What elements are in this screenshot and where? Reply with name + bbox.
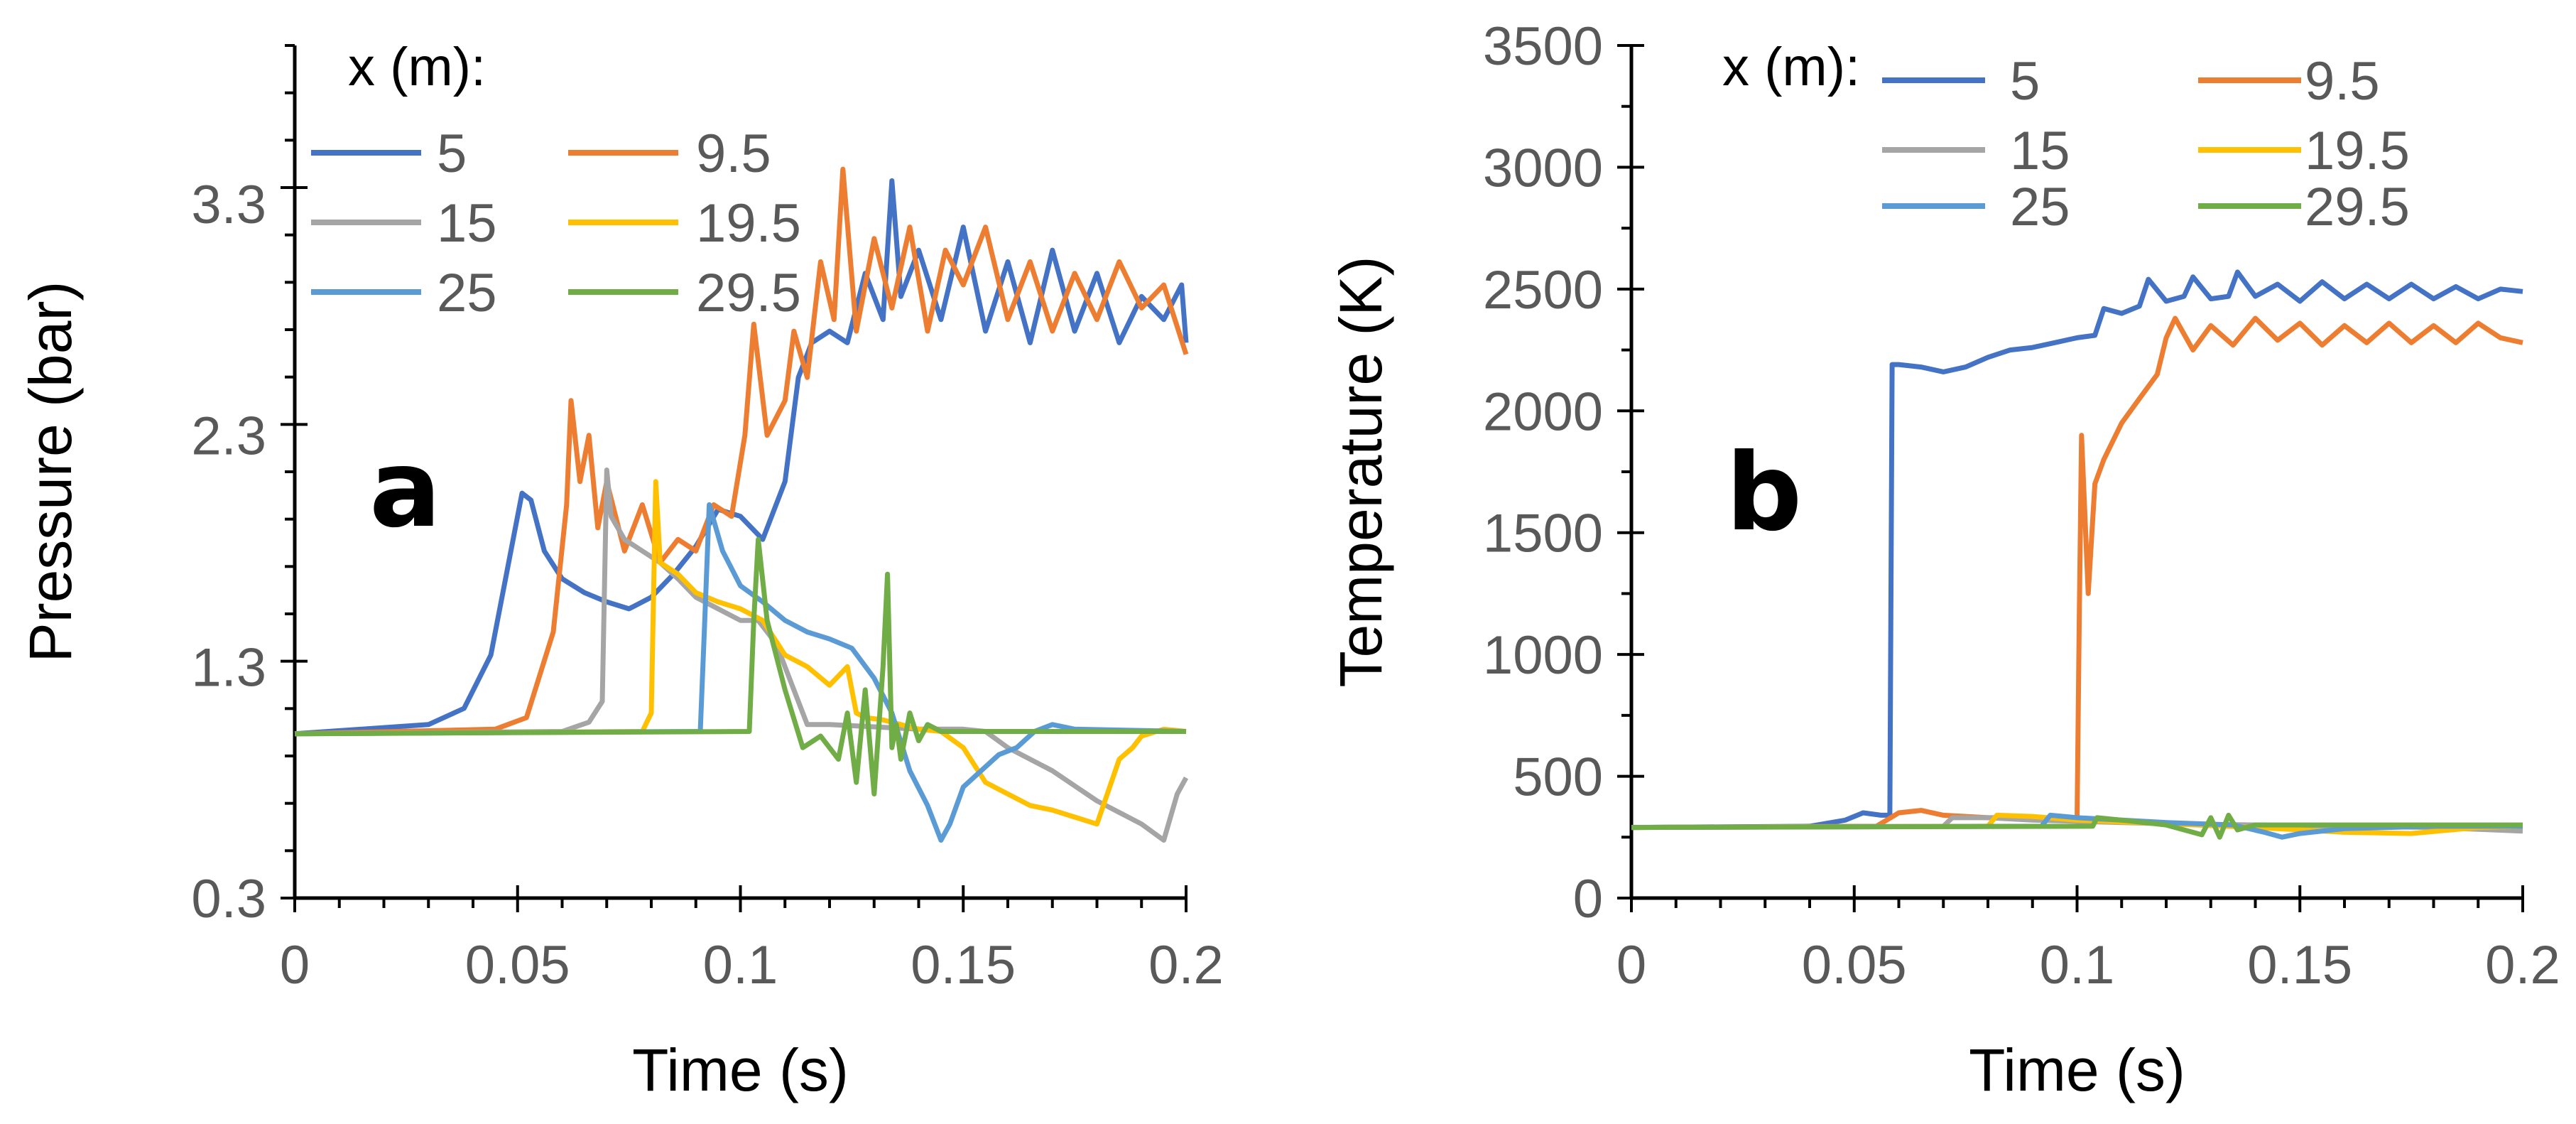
legend-entry-label: 15: [437, 193, 497, 254]
x-axis-title: Time (s): [1969, 1037, 2185, 1103]
y-tick-label: 3.3: [191, 175, 266, 235]
y-tick-label: 2500: [1483, 260, 1603, 320]
y-tick-label: 0.3: [191, 869, 266, 929]
legend-entry-label: 19.5: [2305, 121, 2410, 181]
x-tick-label: 0.1: [2040, 935, 2115, 995]
legend-title: x (m):: [348, 37, 486, 97]
legend-entry-label: 25: [437, 263, 497, 323]
legend-entry-label: 19.5: [696, 193, 801, 254]
y-tick-label: 2.3: [191, 406, 266, 467]
y-tick-label: 3000: [1483, 138, 1603, 198]
chart-panel-a: 0 0.05 0.1 0.15 0.2 0.3 1.3 2.3 3.3 Time (s) Press…: [17, 37, 1224, 1103]
y-tick-label: 0: [1573, 869, 1603, 929]
legend-entry-label: 25: [2010, 177, 2070, 237]
series-line-x-9_5: [294, 166, 1189, 737]
y-tick-label: 500: [1513, 747, 1603, 808]
legend-title: x (m):: [1722, 37, 1860, 97]
series-line-x-29_5: [1631, 812, 2523, 840]
y-tick-label: 3500: [1483, 16, 1603, 77]
series-line-x-25: [294, 502, 1187, 843]
y-axis-title: Temperature (K): [1327, 256, 1394, 688]
x-tick-label: 0.05: [1802, 935, 1907, 995]
chart-panel-b: 0 0.05 0.1 0.15 0.2 0 500 1000 1500 2000 2500 3000 3…: [1327, 16, 2560, 1103]
x-tick-label: 0: [280, 935, 310, 995]
y-tick-label: 1500: [1483, 504, 1603, 564]
y-tick-label: 2000: [1483, 382, 1603, 442]
y-axis-title: Pressure (bar): [17, 281, 84, 663]
legend-entry-label: 5: [437, 124, 467, 184]
legend-entry-label: 9.5: [696, 124, 771, 184]
x-tick-label: 0.05: [465, 935, 570, 995]
y-tick-label: 1.3: [191, 637, 266, 698]
legend-entry-label: 9.5: [2305, 51, 2380, 112]
series-line-x-29_5: [294, 536, 1186, 796]
series-line-x-5: [1631, 269, 2523, 831]
legend-entry-label: 29.5: [696, 263, 801, 323]
series-line-x-19_5: [294, 479, 1187, 827]
y-tick-label: 1000: [1483, 625, 1603, 686]
x-tick-label: 0.15: [2247, 935, 2352, 995]
x-axis-title: Time (s): [632, 1037, 849, 1103]
x-tick-label: 0.1: [703, 935, 778, 995]
panel-label: a: [369, 428, 441, 551]
x-tick-label: 0.2: [2485, 935, 2560, 995]
legend-entry-label: 29.5: [2305, 177, 2410, 237]
series-line-x-9_5: [1631, 315, 2523, 831]
legend-entry-label: 15: [2010, 121, 2070, 181]
panel-label: b: [1726, 431, 1802, 555]
legend-entry-label: 5: [2010, 51, 2040, 112]
x-tick-label: 0: [1616, 935, 1646, 995]
x-tick-label: 0.15: [911, 935, 1016, 995]
x-tick-label: 0.2: [1148, 935, 1224, 995]
